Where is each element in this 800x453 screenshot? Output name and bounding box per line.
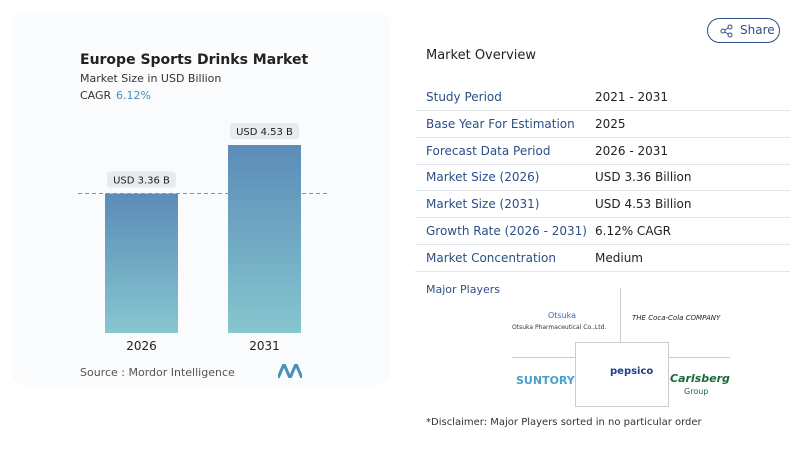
value-label-box (107, 171, 176, 188)
overview-row: Base Year For Estimation 2025 (415, 111, 790, 138)
logo: Group (684, 387, 709, 396)
brand-icon (278, 364, 302, 378)
logo: pepsico (610, 366, 654, 377)
logo: Otsuka (548, 311, 577, 320)
logo: THE Coca-Cola COMPANY (632, 314, 721, 322)
row-key: Market Size (2031) (426, 197, 540, 212)
row-value: 2025 (595, 116, 626, 131)
value-label: USD 3.36 B (113, 176, 170, 187)
overview-row: Growth Rate (2026 - 2031) 6.12% CAGR (415, 218, 790, 245)
bar (228, 145, 301, 333)
chart-subtitle: Market Size in USD Billion (80, 72, 222, 85)
disclaimer: *Disclaimer: Major Players sorted in no … (426, 417, 702, 428)
row-value: 2021 - 2031 (595, 90, 669, 104)
row-value: 2026 - 2031 (595, 143, 669, 158)
value-label: USD 4.53 B (236, 127, 293, 138)
players-title: Major Players (426, 283, 500, 296)
row-key: Growth Rate (2026 - 2031) (426, 224, 587, 238)
divider (620, 288, 621, 346)
overview-title: Market Overview (426, 48, 537, 63)
row-value: 6.12% CAGR (595, 224, 671, 238)
bar (105, 193, 178, 333)
overview-row: Market Size (2026) USD 3.36 Billion (415, 164, 790, 192)
overview-row: Market Concentration Medium (415, 245, 790, 272)
overview-row: Forecast Data Period 2026 - 2031 (415, 138, 790, 165)
x-tick-label: 2026 (126, 339, 157, 353)
logo-box (575, 342, 669, 407)
overview-row: Study Period 2021 - 2031 (415, 84, 790, 111)
cagr-label: CAGR (80, 89, 112, 102)
logo: SUNTORY (516, 374, 575, 387)
logo: Otsuka Pharmaceutical Co.,Ltd. (512, 324, 607, 331)
value-label-box (230, 123, 299, 139)
overview-row: Market Size (2031) USD 4.53 Billion (415, 191, 790, 219)
row-key: Market Size (2026) (426, 170, 540, 185)
logo: Carlsberg (670, 372, 730, 385)
row-key: Forecast Data Period (426, 143, 551, 158)
x-tick-label: 2031 (249, 339, 280, 353)
row-key: Study Period (426, 90, 502, 104)
row-key: Market Concentration (426, 250, 556, 265)
share-label: Share (740, 23, 775, 37)
row-key: Base Year For Estimation (426, 116, 575, 131)
chart-panel (12, 12, 390, 385)
row-value: Medium (595, 250, 643, 265)
row-value: USD 3.36 Billion (595, 170, 692, 185)
source: Source : Mordor Intelligence (80, 366, 235, 379)
share-button[interactable]: Share (707, 18, 780, 43)
row-value: USD 4.53 Billion (595, 197, 692, 212)
share-icon (720, 24, 733, 38)
chart-title: Europe Sports Drinks Market (80, 52, 309, 68)
cagr-value: 6.12% (116, 89, 151, 102)
